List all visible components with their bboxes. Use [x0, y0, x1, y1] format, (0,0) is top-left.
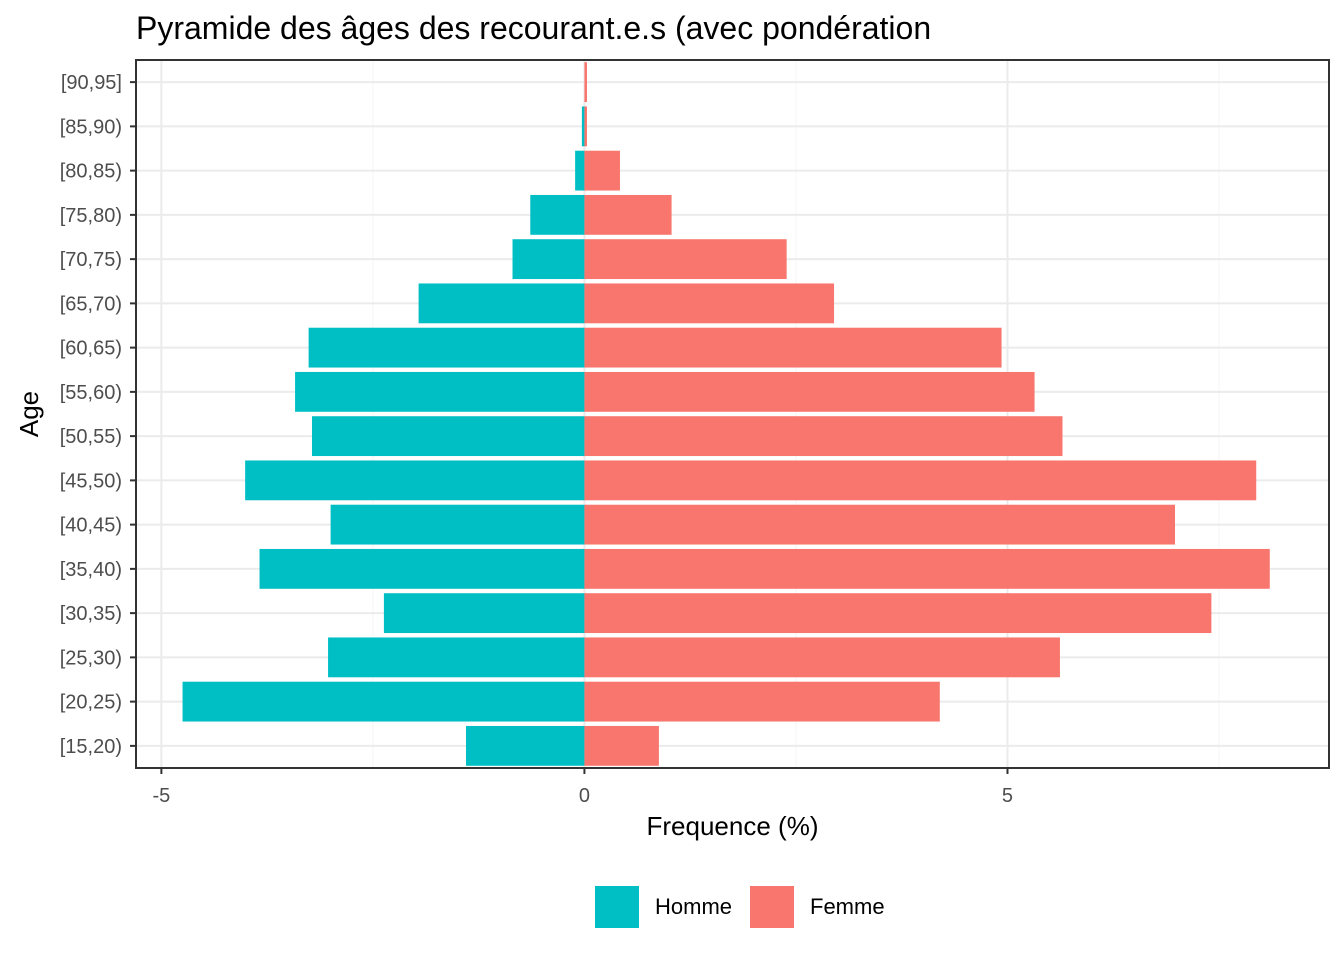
bar-femme-[20,25) — [584, 681, 940, 722]
y-tick-label: [85,90) — [60, 116, 122, 138]
bar-homme-[20,25) — [182, 681, 585, 722]
y-tick-label: [45,50) — [60, 470, 122, 492]
x-tick-label: 0 — [579, 785, 590, 807]
legend-item-homme: Homme — [595, 885, 732, 929]
bar-femme-[70,75) — [584, 239, 787, 280]
y-tick-label: [20,25) — [60, 692, 122, 714]
y-tick-label: [35,40) — [60, 559, 122, 581]
bar-homme-[35,40) — [259, 548, 585, 589]
y-tick-label: [15,20) — [60, 736, 122, 758]
y-tick-label: [80,85) — [60, 161, 122, 183]
bar-femme-[80,85) — [584, 150, 620, 191]
panel-border — [135, 59, 1330, 769]
bar-femme-[30,35) — [584, 593, 1212, 634]
bar-homme-[30,35) — [383, 593, 585, 634]
legend-label-femme: Femme — [810, 894, 885, 919]
bar-femme-[35,40) — [584, 548, 1270, 589]
axis-ticks: [15,20) [20,25) [25,30) [30,35) [35,40) [40,4… — [60, 72, 1013, 807]
bars — [182, 62, 1270, 766]
legend: Homme Femme — [0, 885, 1344, 929]
bar-femme-[85,90) — [584, 106, 587, 147]
bar-homme-[60,65) — [308, 327, 585, 368]
bar-homme-[55,60) — [295, 371, 585, 412]
bar-femme-[40,45) — [584, 504, 1176, 545]
x-tick-label: 5 — [1002, 785, 1013, 807]
legend-key-homme — [595, 886, 639, 928]
y-tick-label: [90,95] — [61, 72, 122, 94]
bar-homme-[80,85) — [575, 150, 585, 191]
bar-femme-[90,95] — [584, 62, 587, 103]
bar-femme-[65,70) — [584, 283, 835, 324]
y-axis-label: Age — [14, 391, 44, 437]
x-tick-label: -5 — [152, 785, 170, 807]
y-tick-label: [70,75) — [60, 249, 122, 271]
bar-femme-[60,65) — [584, 327, 1002, 368]
x-axis-label: Frequence (%) — [647, 811, 819, 841]
bar-femme-[25,30) — [584, 637, 1060, 678]
bar-femme-[15,20) — [584, 725, 659, 766]
bar-homme-[45,50) — [245, 460, 585, 501]
bar-homme-[40,45) — [330, 504, 585, 545]
legend-item-femme: Femme — [750, 885, 885, 929]
bar-homme-[15,20) — [465, 725, 585, 766]
bar-homme-[85,90) — [581, 106, 585, 147]
legend-key-femme — [750, 886, 794, 928]
bar-homme-[25,30) — [328, 637, 585, 678]
bar-femme-[50,55) — [584, 416, 1063, 457]
y-tick-label: [50,55) — [60, 426, 122, 448]
bar-femme-[55,60) — [584, 371, 1035, 412]
bar-homme-[50,55) — [311, 416, 585, 457]
bar-femme-[75,80) — [584, 194, 672, 235]
bar-femme-[45,50) — [584, 460, 1257, 501]
legend-label-homme: Homme — [655, 894, 733, 919]
y-tick-label: [55,60) — [60, 382, 122, 404]
bar-homme-[75,80) — [530, 194, 585, 235]
bar-homme-[70,75) — [512, 239, 585, 280]
y-tick-label: [60,65) — [60, 338, 122, 360]
chart-title: Pyramide des âges des recourant.e.s (ave… — [136, 10, 932, 46]
y-tick-label: [40,45) — [60, 515, 122, 537]
y-tick-label: [25,30) — [60, 647, 122, 669]
y-tick-label: [75,80) — [60, 205, 122, 227]
y-tick-label: [65,70) — [60, 293, 122, 315]
bar-homme-[65,70) — [418, 283, 585, 324]
y-tick-label: [30,35) — [60, 603, 122, 625]
